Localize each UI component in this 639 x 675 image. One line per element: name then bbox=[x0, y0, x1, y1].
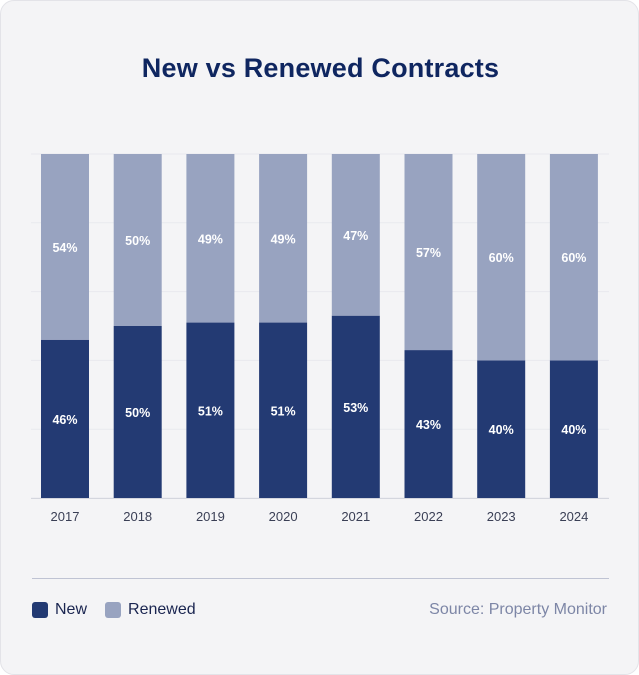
x-tick-label-2018: 2018 bbox=[123, 509, 152, 524]
data-label-new-2019: 51% bbox=[198, 404, 223, 418]
legend-swatch-new bbox=[32, 602, 48, 618]
x-tick-label-2023: 2023 bbox=[487, 509, 516, 524]
legend: New Renewed bbox=[32, 601, 214, 619]
legend-item-renewed: Renewed bbox=[105, 601, 196, 619]
data-label-new-2021: 53% bbox=[343, 401, 368, 415]
data-label-new-2024: 40% bbox=[561, 423, 586, 437]
data-label-new-2020: 51% bbox=[271, 404, 296, 418]
divider bbox=[32, 578, 609, 579]
legend-swatch-renewed bbox=[105, 602, 121, 618]
data-label-new-2022: 43% bbox=[416, 418, 441, 432]
x-tick-label-2019: 2019 bbox=[196, 509, 225, 524]
legend-item-new: New bbox=[32, 601, 87, 619]
data-label-renewed-2024: 60% bbox=[561, 251, 586, 265]
data-label-renewed-2021: 47% bbox=[343, 229, 368, 243]
data-label-renewed-2017: 54% bbox=[52, 241, 77, 255]
x-tick-label-2020: 2020 bbox=[269, 509, 298, 524]
x-tick-label-2022: 2022 bbox=[414, 509, 443, 524]
legend-label-renewed: Renewed bbox=[128, 601, 196, 619]
x-tick-label-2017: 2017 bbox=[51, 509, 80, 524]
data-label-new-2023: 40% bbox=[489, 423, 514, 437]
source-note: Source: Property Monitor bbox=[429, 601, 607, 619]
data-label-renewed-2019: 49% bbox=[198, 232, 223, 246]
data-label-renewed-2023: 60% bbox=[489, 251, 514, 265]
data-label-new-2018: 50% bbox=[125, 406, 150, 420]
x-tick-label-2024: 2024 bbox=[559, 509, 588, 524]
x-tick-label-2021: 2021 bbox=[341, 509, 370, 524]
data-label-new-2017: 46% bbox=[52, 413, 77, 427]
stacked-bar-chart: 46% 54% 2017 50% 50% 2018 51% 49% 2019 51% 49% 2020… bbox=[1, 1, 639, 561]
legend-label-new: New bbox=[55, 601, 87, 619]
data-label-renewed-2020: 49% bbox=[271, 232, 296, 246]
data-label-renewed-2022: 57% bbox=[416, 246, 441, 260]
data-label-renewed-2018: 50% bbox=[125, 234, 150, 248]
